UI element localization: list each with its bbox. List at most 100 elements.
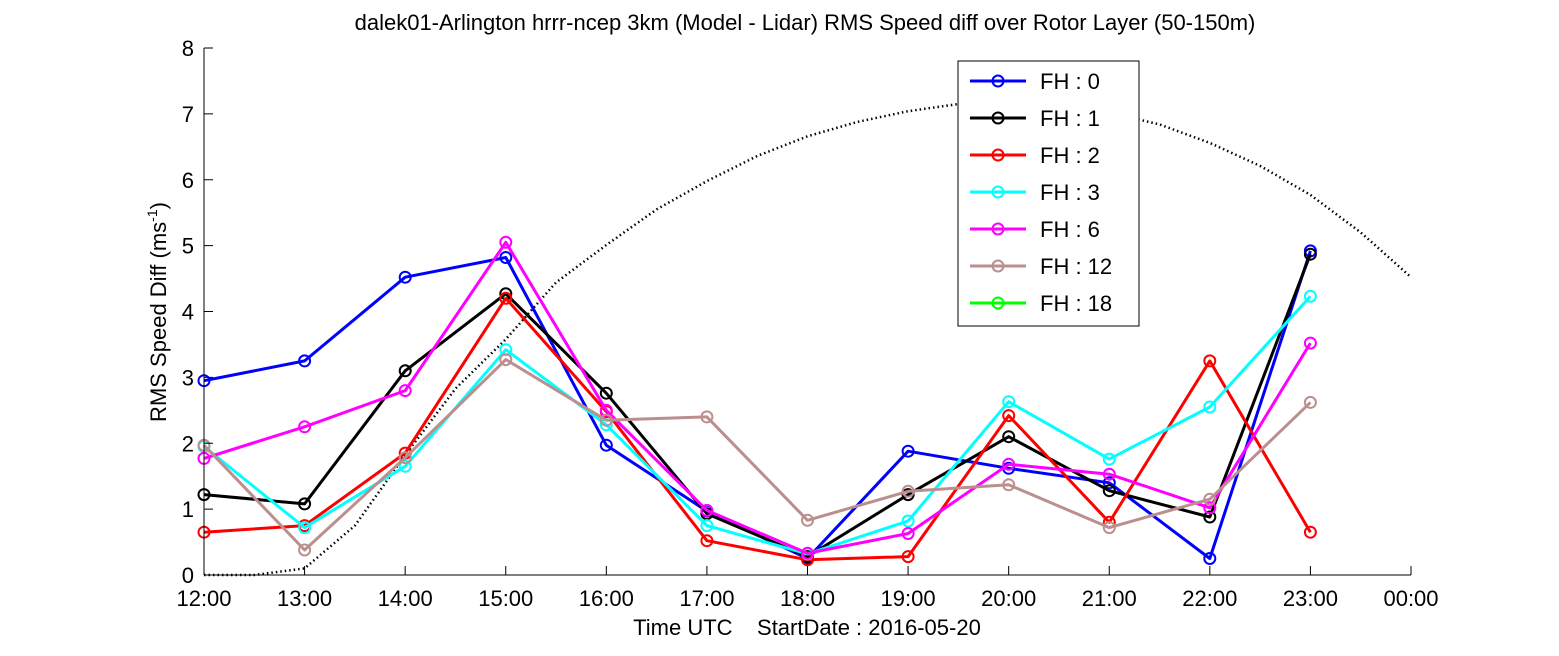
data-point [1002,395,1016,409]
data-point [398,270,412,284]
data-point [298,354,312,368]
data-point [1002,457,1016,471]
data-point [1002,430,1016,444]
data-point [499,353,513,367]
data-point [1002,409,1016,423]
data-point [398,364,412,378]
data-point [1203,492,1217,506]
series-line [203,240,1312,555]
series-6 [197,353,1317,557]
x-tick-label: 19:00 [881,586,936,611]
data-point [499,251,513,264]
data-point [499,291,513,305]
legend-entry: FH : 18 [970,291,1112,316]
legend: FH : 0 FH : 1 FH : 2 FH : 3 FH : 6 FH : 12 FH … [957,60,1140,327]
data-point [1203,501,1217,515]
legend-entry: FH : 1 [970,106,1100,131]
y-tick-label: 8 [182,36,194,61]
data-point [1303,395,1317,409]
x-tick-label: 23:00 [1283,586,1338,611]
data-point [298,420,312,434]
data-point [1102,521,1116,535]
legend-swatch-marker [991,296,1005,310]
data-point [1203,354,1217,368]
data-point [1102,452,1116,466]
legend-swatch-marker [991,185,1005,199]
series-line [203,253,1312,559]
data-point [801,513,814,527]
data-point [599,413,613,427]
data-point [499,343,513,357]
data-point [298,521,312,535]
y-tick-label: 5 [182,234,194,259]
legend-label: FH : 1 [1040,106,1100,131]
axes-layer: 12:00 13:00 14:00 15:00 16:00 17:00 18:00 19:00… [176,36,1438,611]
series-line [202,358,1312,552]
x-tick-label: 17:00 [679,586,734,611]
series-3 [197,291,1317,567]
x-tick-label: 00:00 [1383,586,1438,611]
legend-swatch-marker [991,111,1005,125]
data-point [298,543,312,557]
data-point [1303,289,1317,303]
y-tick-label: 6 [182,168,194,193]
reference-curve-layer [204,100,1412,577]
legend-label: FH : 18 [1040,291,1112,316]
series-line [203,296,1312,562]
data-point [1102,467,1116,481]
data-point [599,403,613,417]
data-point [1102,476,1116,490]
y-axis-label-close: ) [146,202,171,209]
data-point [700,534,714,548]
series-4 [197,289,1317,561]
data-point [499,235,513,249]
data-point [700,519,714,533]
legend-swatch-marker [991,74,1005,88]
legend-entry: FH : 6 [970,217,1100,242]
data-point [1303,525,1317,539]
x-tick-label: 13:00 [277,586,332,611]
y-axis-label-main: RMS Speed Diff (ms [146,222,171,422]
x-tick-label: 20:00 [981,586,1036,611]
data-point [1002,478,1016,492]
data-point [801,546,814,560]
data-point [901,550,915,564]
y-axis-label: RMS Speed Diff (ms-1) [144,202,171,422]
data-point [1203,510,1217,524]
chart-title: dalek01-Arlington hrrr-ncep 3km (Model -… [355,10,1256,35]
x-axis-label: Time UTC StartDate : 2016-05-20 [633,615,981,640]
x-tick-label: 16:00 [579,586,634,611]
legend-swatch-marker [991,148,1005,162]
data-point [1203,400,1217,414]
legend-entry: FH : 12 [970,254,1112,279]
legend-label: FH : 12 [1040,254,1112,279]
data-point [398,459,412,473]
y-axis-label-superscript: -1 [144,209,160,222]
y-tick-label: 4 [182,300,194,325]
y-tick-label: 2 [182,431,194,456]
data-point [901,444,915,458]
reference-curve [204,100,1412,577]
data-point [700,410,714,424]
series-layer [197,235,1317,567]
legend-entry: FH : 0 [970,69,1100,94]
x-tick-label: 12:00 [176,586,231,611]
data-point [398,451,412,465]
data-point [599,386,613,400]
data-point [599,438,613,452]
x-tick-label: 22:00 [1182,586,1237,611]
legend-entry: FH : 2 [970,143,1100,168]
data-point [700,503,714,517]
legend-label: FH : 2 [1040,143,1100,168]
data-point [398,384,412,398]
data-point [901,484,915,498]
y-tick-label: 7 [182,102,194,127]
y-tick-label: 3 [182,365,194,390]
x-tick-label: 15:00 [478,586,533,611]
data-point [1102,484,1116,498]
series-line [203,295,1312,556]
data-point [298,497,312,511]
legend-label: FH : 3 [1040,180,1100,205]
data-point [1303,336,1317,350]
